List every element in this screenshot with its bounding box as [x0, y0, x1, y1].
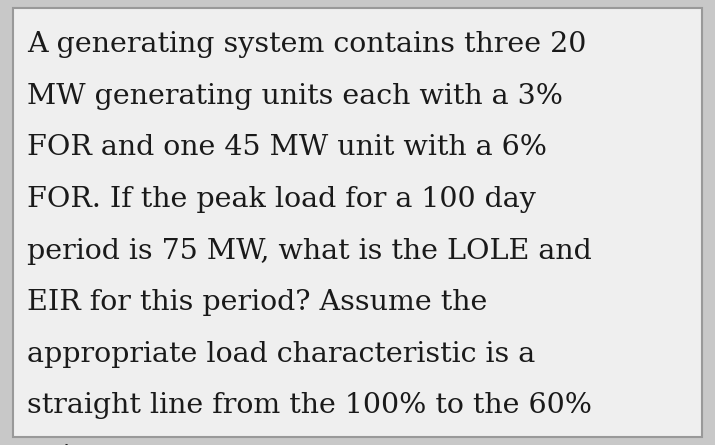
Text: FOR and one 45 MW unit with a 6%: FOR and one 45 MW unit with a 6% [27, 134, 547, 162]
Text: FOR. If the peak load for a 100 day: FOR. If the peak load for a 100 day [27, 186, 536, 213]
Text: period is 75 MW, what is the LOLE and: period is 75 MW, what is the LOLE and [27, 238, 592, 265]
Text: A generating system contains three 20: A generating system contains three 20 [27, 31, 586, 58]
Text: straight line from the 100% to the 60%: straight line from the 100% to the 60% [27, 392, 592, 420]
Text: EIR for this period? Assume the: EIR for this period? Assume the [27, 289, 488, 316]
Text: appropriate load characteristic is a: appropriate load characteristic is a [27, 341, 536, 368]
Text: MW generating units each with a 3%: MW generating units each with a 3% [27, 83, 563, 110]
Text: points.: points. [27, 444, 125, 445]
